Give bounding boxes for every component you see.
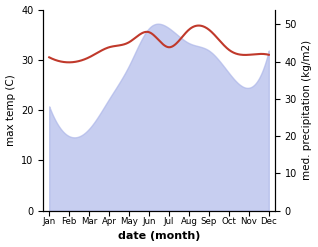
Y-axis label: med. precipitation (kg/m2): med. precipitation (kg/m2) <box>302 40 313 180</box>
Y-axis label: max temp (C): max temp (C) <box>5 74 16 146</box>
X-axis label: date (month): date (month) <box>118 231 200 242</box>
